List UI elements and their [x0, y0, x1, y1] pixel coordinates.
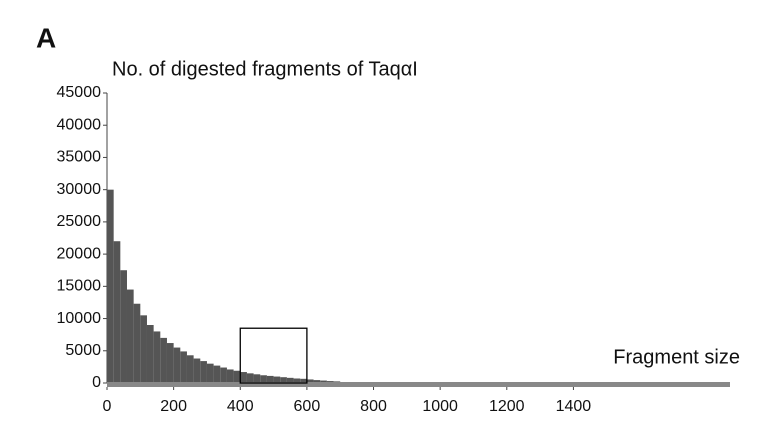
bar [206, 363, 214, 383]
x-axis [107, 382, 730, 387]
bar [107, 189, 114, 383]
y-tick-label: 30000 [57, 181, 102, 198]
bar [186, 355, 194, 383]
bar [306, 379, 314, 383]
bar [233, 370, 241, 383]
bar [160, 337, 167, 383]
bar [166, 343, 174, 383]
x-tick-label: 1400 [556, 398, 592, 415]
y-tick-label: 10000 [57, 310, 102, 327]
chart-title: No. of digested fragments of TaqαI [112, 58, 418, 80]
bar [300, 378, 307, 383]
bar [140, 315, 147, 383]
bar [220, 367, 227, 383]
bar [280, 377, 287, 383]
y-tick-label: 0 [92, 374, 101, 391]
bar [153, 331, 161, 383]
bar [246, 373, 254, 383]
bar [213, 365, 221, 383]
x-tick-label: 600 [294, 398, 321, 415]
bar [260, 375, 267, 383]
bar [320, 380, 327, 383]
bar [253, 374, 261, 383]
x-axis-label: Fragment size [613, 346, 740, 368]
x-tick-label: 200 [160, 398, 187, 415]
x-tick-label: 1200 [489, 398, 525, 415]
x-tick-label: 1000 [422, 398, 458, 415]
y-tick-label: 5000 [65, 342, 101, 359]
x-tick-label: 0 [103, 398, 112, 415]
bar [120, 270, 127, 383]
bar [266, 375, 274, 383]
bar [313, 380, 321, 383]
y-tick-label: 45000 [57, 84, 102, 101]
bar [180, 351, 187, 383]
bar [146, 325, 154, 383]
highlight-box [239, 327, 308, 384]
panel-label: A [36, 22, 56, 53]
bar [273, 376, 281, 383]
bar [193, 358, 201, 383]
bar [226, 369, 234, 383]
bar [113, 241, 121, 383]
y-tick-label: 40000 [57, 116, 102, 133]
x-tick-label: 400 [227, 398, 254, 415]
bar [126, 289, 134, 383]
bar [133, 303, 141, 383]
bar [173, 347, 181, 383]
bar [200, 361, 207, 383]
x-tick-label: 800 [360, 398, 387, 415]
bar [240, 372, 247, 383]
y-tick-label: 15000 [57, 278, 102, 295]
y-tick-label: 25000 [57, 213, 102, 230]
y-tick-label: 35000 [57, 149, 102, 166]
y-tick-label: 20000 [57, 245, 102, 262]
bar [286, 377, 294, 383]
bar [293, 378, 301, 383]
